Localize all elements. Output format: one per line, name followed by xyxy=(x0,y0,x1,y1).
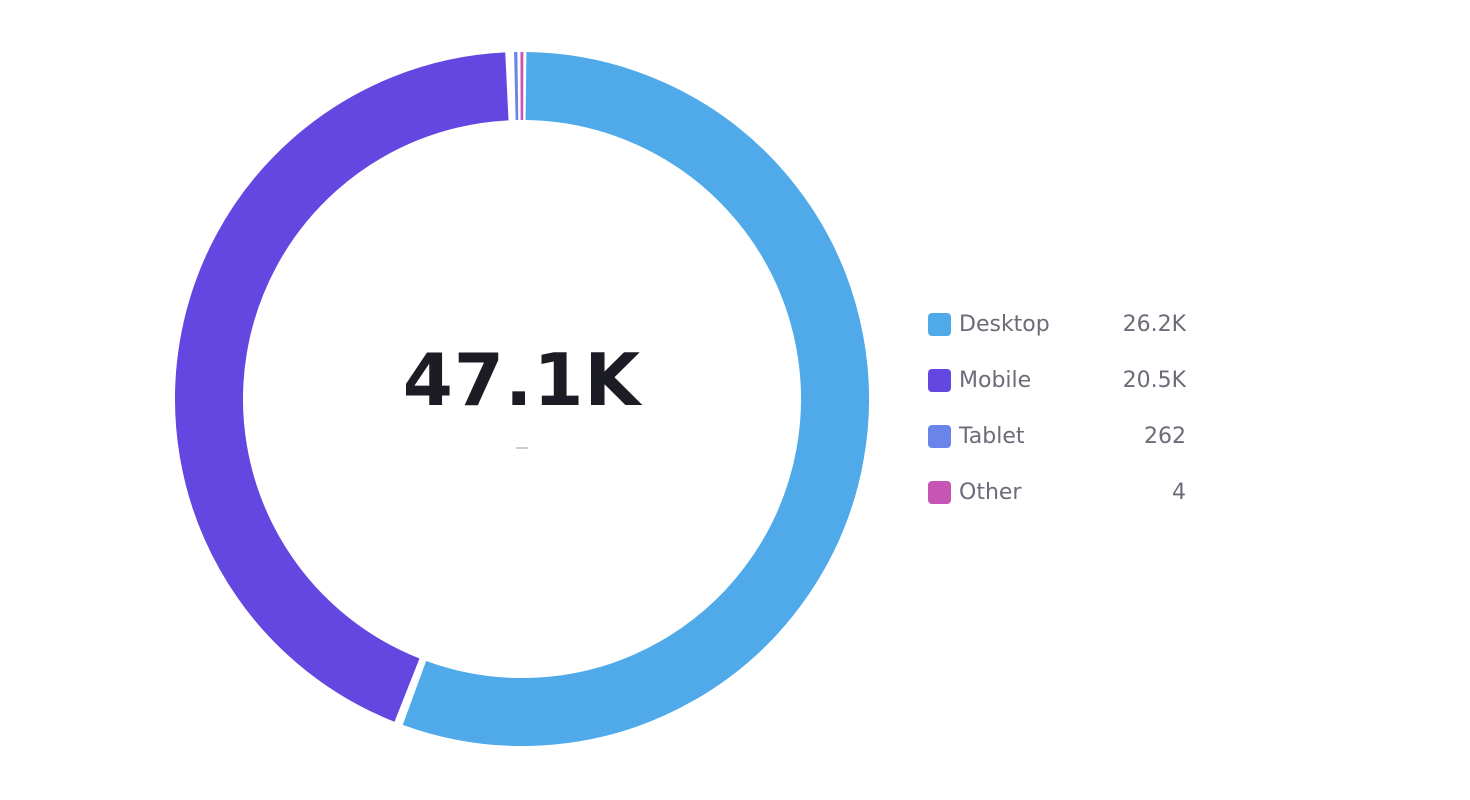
legend-item-other[interactable]: Other 4 xyxy=(928,464,1198,520)
legend-value: 262 xyxy=(1144,423,1186,449)
legend-label: Other xyxy=(959,479,1022,505)
donut-segment-desktop[interactable] xyxy=(402,52,869,746)
legend-value: 20.5K xyxy=(1122,367,1186,393)
legend-label: Tablet xyxy=(959,423,1025,449)
legend-swatch xyxy=(928,480,951,504)
center-subtitle: — xyxy=(515,440,529,456)
legend-item-desktop[interactable]: Desktop 26.2K xyxy=(928,296,1198,352)
legend-swatch xyxy=(928,312,951,336)
chart-legend: Desktop 26.2K Mobile 20.5K Tablet 262 Ot… xyxy=(928,296,1198,520)
legend-value: 26.2K xyxy=(1122,311,1186,337)
center-total: 47.1K xyxy=(402,338,642,422)
legend-item-tablet[interactable]: Tablet 262 xyxy=(928,408,1198,464)
legend-label: Desktop xyxy=(959,311,1050,337)
legend-value: 4 xyxy=(1172,479,1186,505)
legend-swatch xyxy=(928,368,951,392)
legend-swatch xyxy=(928,424,951,448)
legend-item-mobile[interactable]: Mobile 20.5K xyxy=(928,352,1198,408)
legend-label: Mobile xyxy=(959,367,1032,393)
donut-segment-mobile[interactable] xyxy=(175,52,509,722)
